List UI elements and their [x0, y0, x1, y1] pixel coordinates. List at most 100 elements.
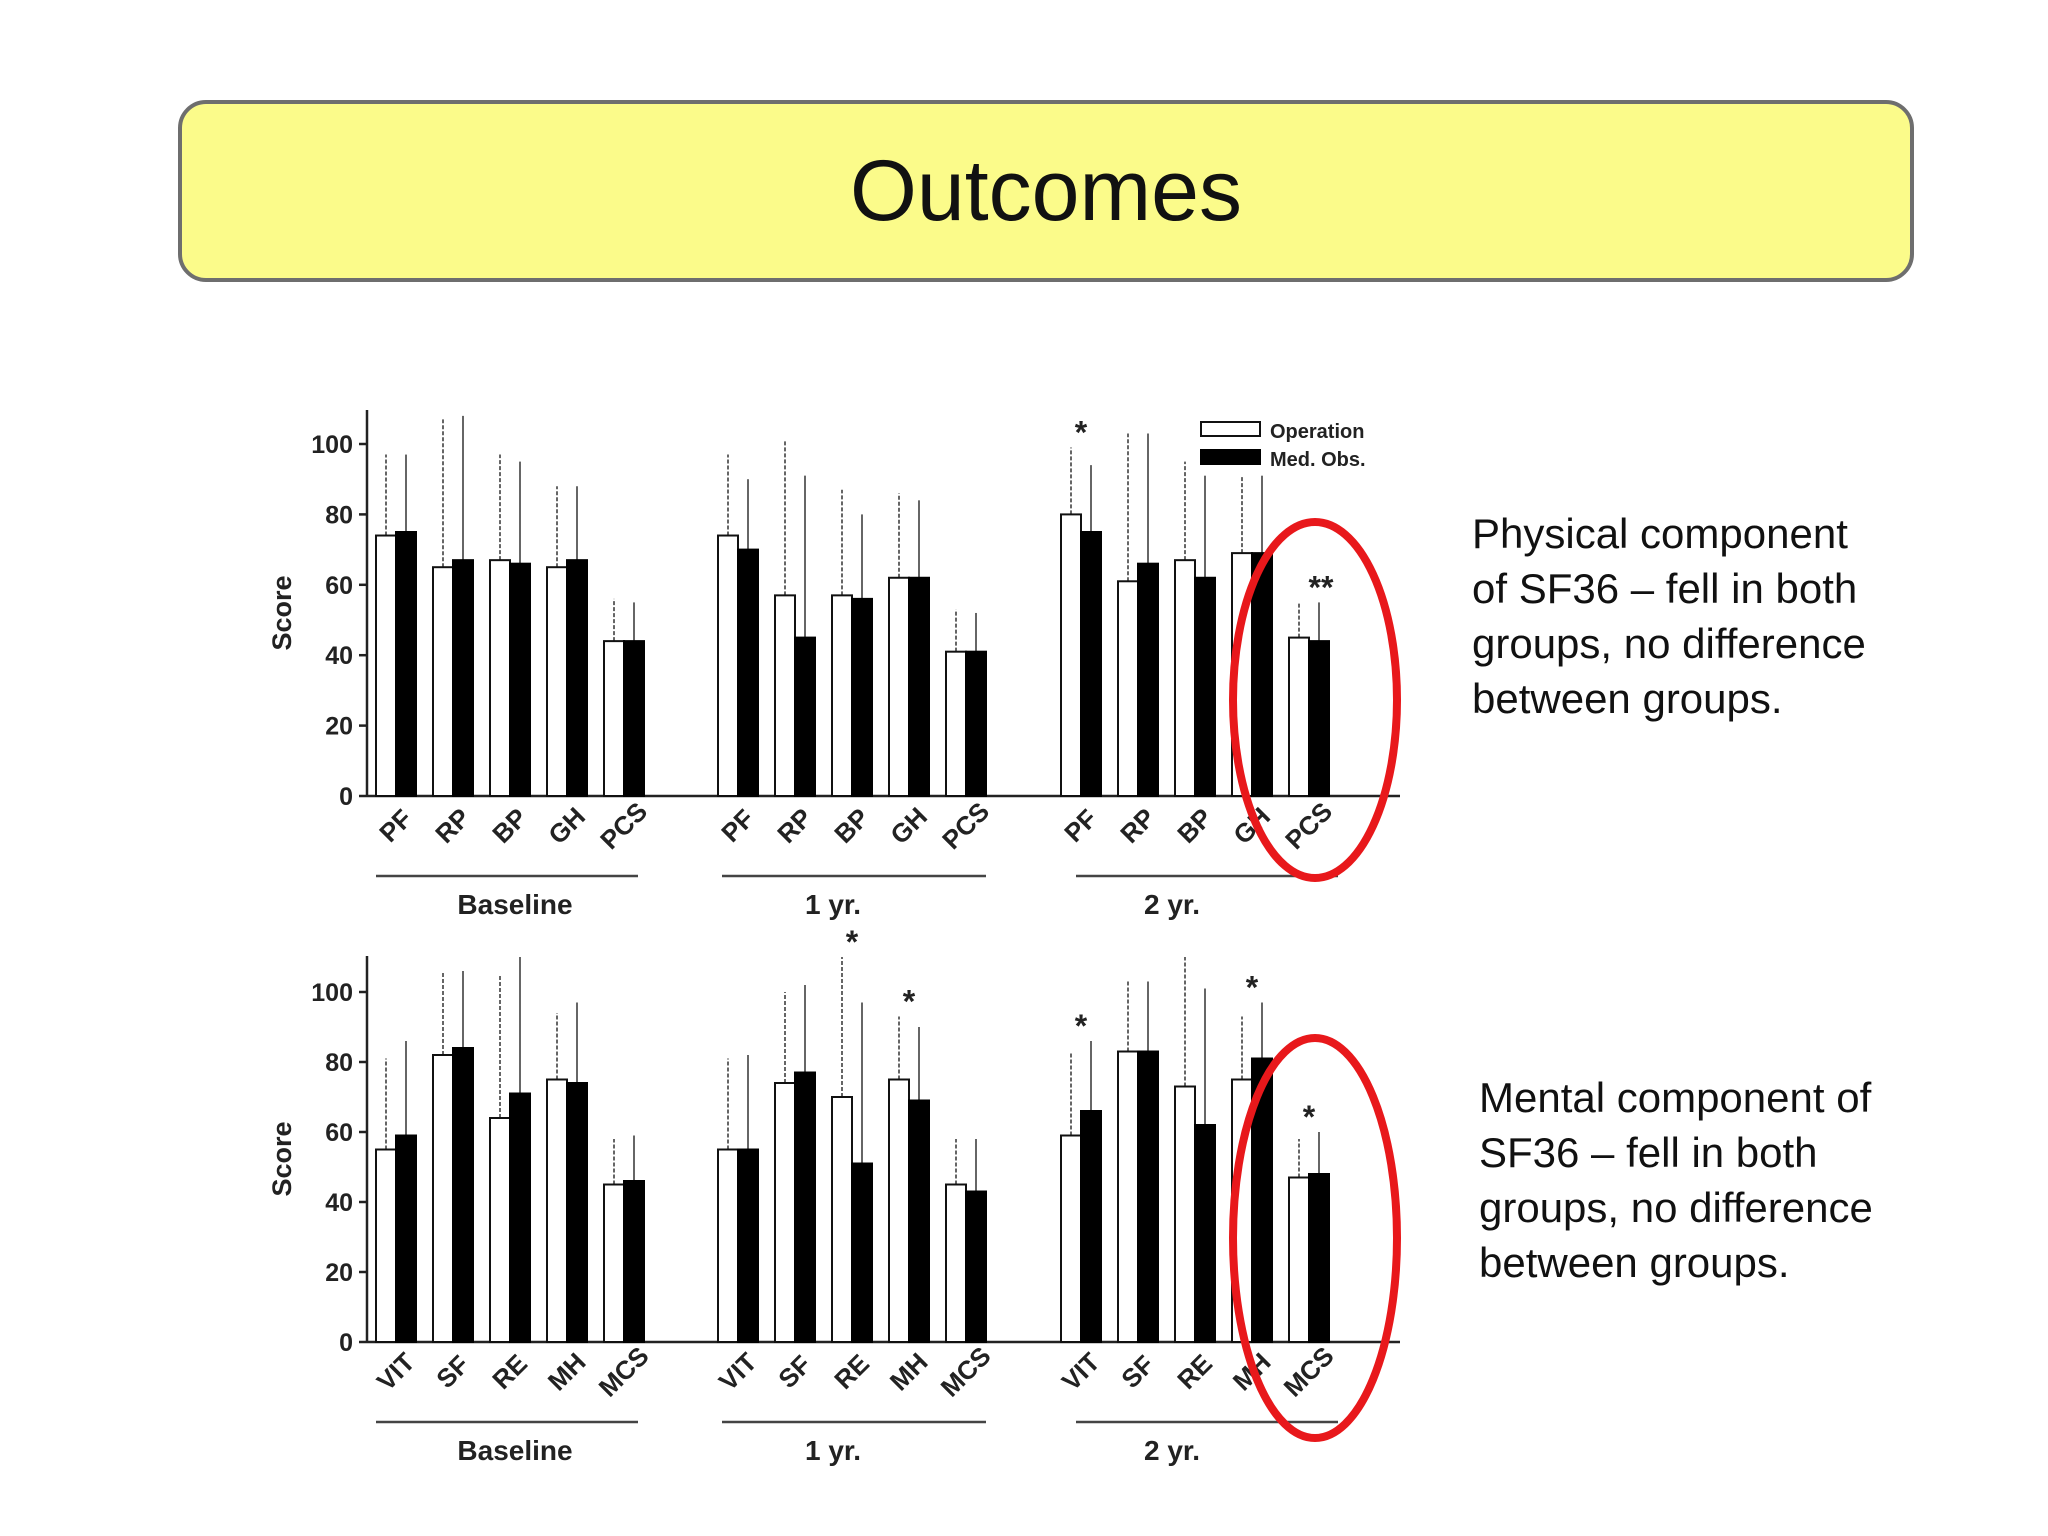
category-label: BP: [1171, 802, 1218, 849]
category-label: BP: [828, 802, 875, 849]
operation-bar: [432, 566, 454, 798]
category-label: VIT: [1056, 1347, 1106, 1397]
highlight-circle-mcs: [1229, 1034, 1401, 1442]
category-label: GH: [884, 801, 933, 850]
category-label: SF: [1115, 1349, 1160, 1394]
group-label: 1 yr.: [805, 1435, 861, 1466]
operation-bar: [489, 559, 511, 797]
med-obs-bar: [1080, 531, 1102, 797]
category-label: PF: [1058, 803, 1103, 848]
physical-note-line: between groups.: [1472, 675, 1783, 722]
operation-bar: [375, 534, 397, 798]
med-obs-bar: [737, 548, 759, 797]
category-label: PF: [715, 803, 760, 848]
mental-note: Mental component of SF36 – fell in both …: [1479, 1070, 1873, 1290]
category-label: RP: [1114, 802, 1161, 849]
med-obs-bar: [1308, 640, 1330, 797]
operation-bar: [1174, 1085, 1196, 1343]
category-label: PCS: [1279, 796, 1338, 855]
legend-swatch-med-obs: [1200, 449, 1261, 465]
group-label: 1 yr.: [805, 889, 861, 920]
category-label: SF: [772, 1349, 817, 1394]
operation-bar: [1060, 513, 1082, 798]
category-label: RE: [486, 1348, 533, 1395]
operation-bar: [774, 594, 796, 797]
slide-title: Outcomes: [850, 142, 1242, 239]
category-label: RE: [828, 1348, 875, 1395]
operation-bar: [1288, 636, 1310, 797]
y-tick-label: 20: [325, 1259, 353, 1287]
y-axis-label: Score: [267, 1121, 297, 1196]
mental-note-line: Mental component of: [1479, 1074, 1872, 1121]
mental-note-line: between groups.: [1479, 1239, 1790, 1286]
med-obs-bar: [1080, 1110, 1102, 1343]
mental-note-line: groups, no difference: [1479, 1184, 1873, 1231]
med-obs-bar: [908, 1099, 930, 1343]
y-tick-label: 40: [325, 1189, 353, 1217]
med-obs-bar: [1308, 1173, 1330, 1343]
category-label: RP: [429, 802, 476, 849]
physical-note: Physical component of SF36 – fell in bot…: [1472, 506, 1866, 726]
significance-marker: *: [1075, 1008, 1088, 1044]
category-label: PCS: [594, 796, 653, 855]
category-label: MH: [542, 1347, 592, 1397]
operation-bar: [831, 1096, 853, 1343]
operation-bar: [888, 1078, 910, 1343]
med-obs-bar: [509, 1092, 531, 1343]
physical-note-line: of SF36 – fell in both: [1472, 565, 1858, 612]
med-obs-bar: [509, 562, 531, 797]
med-obs-bar: [1251, 1057, 1273, 1343]
operation-bar: [888, 576, 910, 798]
med-obs-bar: [395, 1134, 417, 1343]
legend-label-med-obs: Med. Obs.: [1270, 449, 1366, 471]
med-obs-bar: [452, 559, 474, 797]
operation-bar: [603, 640, 625, 797]
group-label: 2 yr.: [1144, 1435, 1200, 1466]
operation-bar: [1288, 1176, 1310, 1343]
operation-bar: [774, 1082, 796, 1343]
group-label: Baseline: [457, 1435, 572, 1466]
y-tick-label: 80: [325, 501, 353, 529]
operation-bar: [717, 534, 739, 798]
significance-marker: *: [1075, 415, 1088, 451]
operation-bar: [1117, 1050, 1139, 1343]
category-label: PF: [373, 803, 418, 848]
category-label: MCS: [935, 1341, 997, 1403]
legend-swatch-operation: [1200, 421, 1261, 437]
significance-marker: *: [903, 984, 916, 1020]
physical-note-line: groups, no difference: [1472, 620, 1866, 667]
med-obs-bar: [566, 559, 588, 797]
category-label: MH: [884, 1347, 934, 1397]
group-label: 2 yr.: [1144, 889, 1200, 920]
operation-bar: [1174, 559, 1196, 797]
physical-note-line: Physical component: [1472, 510, 1848, 557]
med-obs-bar: [794, 1071, 816, 1343]
operation-bar: [717, 1148, 739, 1343]
significance-marker: *: [1246, 970, 1259, 1006]
operation-bar: [375, 1148, 397, 1343]
med-obs-bar: [1251, 552, 1273, 797]
category-label: BP: [486, 802, 533, 849]
operation-bar: [603, 1183, 625, 1343]
operation-bar: [432, 1054, 454, 1343]
med-obs-bar: [794, 636, 816, 797]
category-label: MCS: [593, 1341, 655, 1403]
med-obs-bar: [395, 531, 417, 797]
med-obs-bar: [623, 1180, 645, 1343]
med-obs-bar: [1194, 576, 1216, 798]
category-label: VIT: [371, 1347, 421, 1397]
y-tick-label: 40: [325, 642, 353, 670]
med-obs-bar: [1194, 1124, 1216, 1343]
operation-bar: [945, 650, 967, 797]
med-obs-bar: [566, 1082, 588, 1343]
y-tick-label: 60: [325, 572, 353, 600]
title-banner: Outcomes: [178, 100, 1914, 282]
y-tick-label: 0: [339, 1329, 353, 1357]
med-obs-bar: [908, 576, 930, 798]
y-tick-label: 60: [325, 1119, 353, 1147]
operation-bar: [1060, 1134, 1082, 1343]
highlight-circle-pcs: [1229, 518, 1401, 882]
